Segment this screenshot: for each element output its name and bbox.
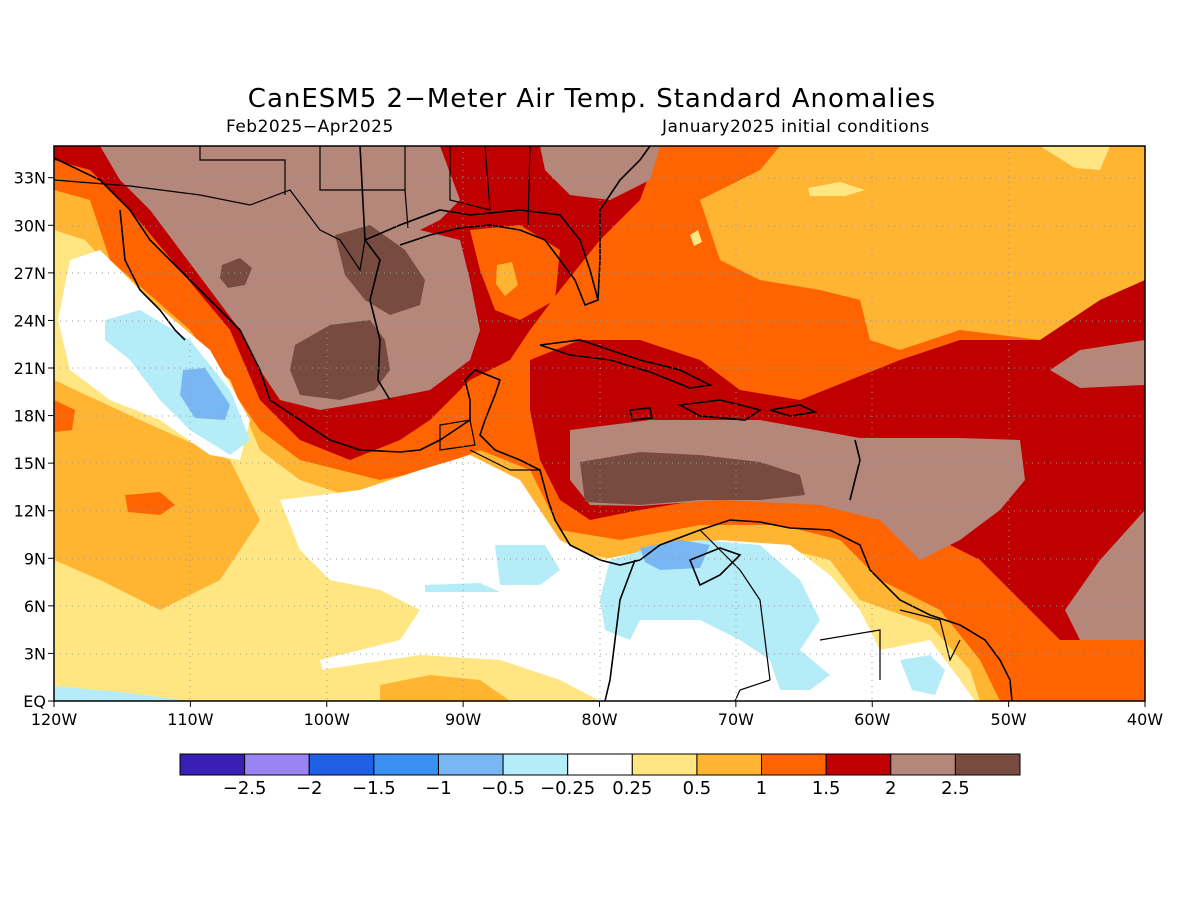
lat-tick-label: 12N — [14, 502, 46, 521]
colorbar-label: −2.5 — [223, 778, 267, 799]
colorbar-swatch — [954, 753, 1021, 776]
lat-tick-label: 24N — [14, 311, 46, 330]
lat-tick-label: 30N — [14, 216, 46, 235]
political-borders — [54, 146, 961, 701]
colorbar-label: −0.25 — [540, 778, 595, 799]
colorbar-label: 2.5 — [941, 778, 970, 799]
colorbar-swatch — [437, 753, 504, 776]
colorbar-label: 2 — [885, 778, 896, 799]
colorbar-swatch — [890, 753, 956, 776]
initial-conditions: January2025 initial conditions — [662, 117, 930, 137]
colorbar-swatch — [825, 753, 892, 776]
lat-tick-label: 27N — [14, 264, 46, 283]
colorbar-swatch — [244, 753, 310, 776]
colorbar-swatch — [502, 753, 569, 776]
colorbar-label: 0.25 — [612, 778, 652, 799]
colorbar: −2.5 −2 −1.5 −1 −0.5 −0.25 0.25 0.5 1 1.5 2 2.5 — [179, 753, 1021, 799]
forecast-period: Feb2025−Apr2025 — [226, 117, 394, 137]
latitude-axis: 33N 30N 27N 24N 21N 18N 15N 12N 9N 6N 3N EQ — [14, 169, 54, 711]
colorbar-label: 1.5 — [812, 778, 841, 799]
colorbar-label: −1.5 — [352, 778, 396, 799]
lat-tick-label: EQ — [23, 692, 46, 711]
lon-tick-label: 40W — [1127, 710, 1163, 729]
colorbar-swatch — [373, 753, 439, 776]
lon-tick-label: 120W — [31, 710, 78, 729]
colorbar-swatch — [308, 753, 375, 776]
colorbar-swatch — [179, 753, 246, 776]
lat-tick-label: 33N — [14, 169, 46, 188]
lon-tick-label: 110W — [167, 710, 214, 729]
lon-tick-label: 80W — [581, 710, 617, 729]
map-title: CanESM5 2−Meter Air Temp. Standard Anoma… — [247, 84, 937, 114]
colorbar-swatch — [761, 753, 827, 776]
lon-tick-label: 100W — [304, 710, 351, 729]
colorbar-label: 1 — [756, 778, 767, 799]
lat-tick-label: 6N — [24, 597, 46, 616]
lon-tick-label: 50W — [991, 710, 1027, 729]
colorbar-swatch — [567, 753, 633, 776]
lon-tick-label: 90W — [445, 710, 481, 729]
lat-tick-label: 21N — [14, 359, 46, 378]
lon-tick-label: 60W — [854, 710, 890, 729]
colorbar-label: −0.5 — [481, 778, 525, 799]
lon-tick-label: 70W — [718, 710, 754, 729]
lat-tick-label: 9N — [24, 549, 46, 568]
colorbar-swatch — [696, 753, 763, 776]
lat-tick-label: 3N — [24, 644, 46, 663]
colorbar-label: −2 — [296, 778, 323, 799]
lat-tick-label: 18N — [14, 407, 46, 426]
longitude-axis: 120W 110W 100W 90W 80W 70W 60W 50W 40W — [31, 701, 1163, 729]
grid-lines — [54, 146, 1145, 701]
lat-tick-label: 15N — [14, 454, 46, 473]
colorbar-swatch — [631, 753, 698, 776]
colorbar-label: 0.5 — [683, 778, 712, 799]
colorbar-label: −1 — [425, 778, 452, 799]
